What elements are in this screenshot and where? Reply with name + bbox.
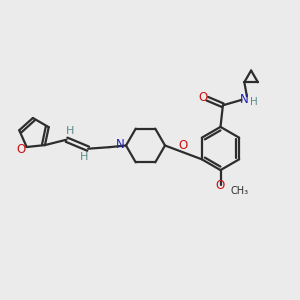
Text: H: H <box>66 126 74 136</box>
Text: N: N <box>116 137 124 151</box>
Text: O: O <box>215 179 224 192</box>
Text: O: O <box>17 142 26 156</box>
Text: O: O <box>179 139 188 152</box>
Text: CH₃: CH₃ <box>231 186 249 196</box>
Text: H: H <box>250 97 258 107</box>
Text: O: O <box>198 91 207 104</box>
Text: N: N <box>240 92 249 106</box>
Text: H: H <box>80 152 88 162</box>
